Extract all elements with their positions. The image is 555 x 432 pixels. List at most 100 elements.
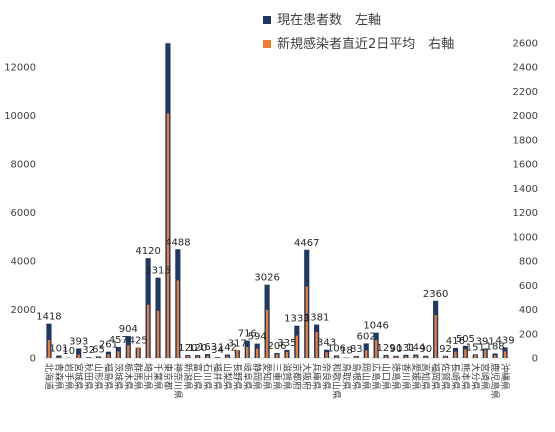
category-label: 千葉県 — [152, 363, 164, 390]
bar-new-cases — [206, 355, 209, 358]
category-label: 茨城県 — [112, 363, 124, 390]
y-left-tick-label: 12000 — [4, 63, 36, 74]
data-label: 18 — [340, 346, 353, 357]
category-label: 徳島県 — [390, 363, 402, 390]
bar-new-cases — [464, 349, 467, 358]
bar-new-cases — [146, 304, 150, 358]
category-label: 埼玉県 — [142, 363, 154, 390]
y-right-tick-label: 200 — [519, 329, 538, 340]
data-label: 65 — [92, 344, 105, 355]
data-label: 4120 — [135, 246, 160, 257]
y-left-tick-label: 2000 — [11, 305, 36, 316]
category-labels: 北海道 青森県 岩手県 宮城県 秋田県 山形県 福島県 茨城県 栃木県 群馬県 埼玉県 千葉県 東京都神… — [43, 363, 511, 399]
data-label: 83 — [350, 344, 363, 355]
y-right-tick-label: 1200 — [513, 208, 538, 219]
category-label: 栃木県 — [122, 363, 134, 390]
bar-new-cases — [127, 345, 130, 358]
data-label: 90 — [390, 344, 403, 355]
legend-label: 新規感染者直近2日平均 右軸 — [277, 36, 454, 52]
bar-new-cases — [117, 351, 120, 358]
data-label: 1381 — [304, 313, 329, 324]
y-left-tick-label: 8000 — [11, 160, 36, 171]
data-label: 391 — [476, 337, 495, 348]
data-label: 106 — [327, 343, 346, 354]
y-right-tick-label: 0 — [532, 354, 538, 365]
bar-current-patients — [214, 357, 221, 358]
category-label: 福島県 — [102, 363, 114, 390]
data-label: 32 — [82, 345, 95, 356]
legend-label: 現在患者数 左軸 — [277, 13, 381, 28]
y-left-tick-label: 0 — [30, 354, 36, 365]
y-right-tick-label: 1000 — [513, 232, 538, 243]
data-label: 163 — [198, 342, 217, 353]
data-label: 1333 — [284, 314, 309, 325]
bar-new-cases — [374, 340, 378, 358]
category-label: 山梨県 — [221, 363, 233, 390]
category-label: 長野県 — [231, 363, 242, 390]
bar-new-cases — [434, 314, 437, 358]
category-label: 福岡県 — [430, 363, 442, 390]
bar-new-cases — [503, 351, 507, 358]
data-label: 188 — [486, 341, 505, 352]
category-label: 岡山県 — [360, 363, 371, 390]
bar-new-cases — [484, 349, 487, 358]
bar-new-cases — [47, 340, 51, 358]
data-label: 120 — [188, 343, 207, 354]
bar-new-cases — [384, 355, 388, 358]
series-new-cases-2day-average — [47, 113, 507, 359]
data-label: 904 — [119, 324, 138, 335]
category-label: 長崎県 — [449, 363, 461, 390]
bar-new-cases — [305, 286, 308, 358]
category-label: 熊本県 — [459, 363, 471, 390]
bar-new-cases — [275, 354, 279, 358]
category-label: 大阪府 — [301, 363, 313, 390]
bar-new-cases — [394, 356, 398, 358]
category-label: 大分県 — [469, 363, 481, 390]
data-label: 129 — [377, 343, 396, 354]
data-label: 457 — [109, 335, 128, 346]
data-label: 343 — [317, 338, 336, 349]
category-label: 富山県 — [192, 363, 204, 390]
bar-new-cases — [77, 354, 80, 358]
data-label: 602 — [357, 331, 376, 342]
legend-swatch — [263, 16, 271, 24]
bar-current-patients — [224, 354, 231, 358]
data-label: 716 — [238, 329, 257, 340]
category-label: 山口県 — [380, 363, 391, 390]
bar-new-cases — [226, 356, 229, 358]
data-label: 90 — [419, 344, 432, 355]
data-label: 335 — [277, 338, 296, 349]
y-right-tick-label: 2200 — [513, 87, 538, 98]
data-label: 2360 — [423, 289, 448, 300]
data-label: 416 — [446, 336, 465, 347]
bar-current-patients — [86, 357, 92, 358]
bar-new-cases — [137, 347, 140, 358]
data-label: 4488 — [165, 237, 190, 248]
category-label: 青森県 — [53, 363, 65, 390]
bar-new-cases — [156, 310, 160, 358]
category-label: 奈良県 — [321, 363, 333, 390]
data-label: 142 — [218, 343, 237, 354]
data-label: 101 — [49, 344, 68, 355]
data-label: 3315 — [145, 266, 170, 277]
bar-new-cases — [107, 354, 110, 358]
category-label: 山形県 — [93, 363, 105, 390]
category-label: 愛知県 — [261, 363, 273, 390]
bar-new-cases — [325, 352, 328, 358]
y-right-tick-label: 1400 — [513, 184, 538, 195]
data-label: 425 — [129, 336, 148, 347]
bar-new-cases — [335, 356, 338, 358]
category-label: 愛媛県 — [410, 363, 422, 390]
data-label: 594 — [248, 332, 267, 343]
category-label: 静岡県 — [251, 363, 263, 390]
data-label: 505 — [456, 334, 475, 345]
y-right-tick-label: 400 — [519, 305, 538, 316]
bar-new-cases — [166, 113, 170, 359]
bar-current-patients — [423, 355, 429, 358]
bar-new-cases — [57, 357, 61, 358]
category-label: 新潟県 — [182, 363, 194, 390]
data-label: 144 — [406, 343, 425, 354]
bar-current-patients — [76, 348, 82, 358]
